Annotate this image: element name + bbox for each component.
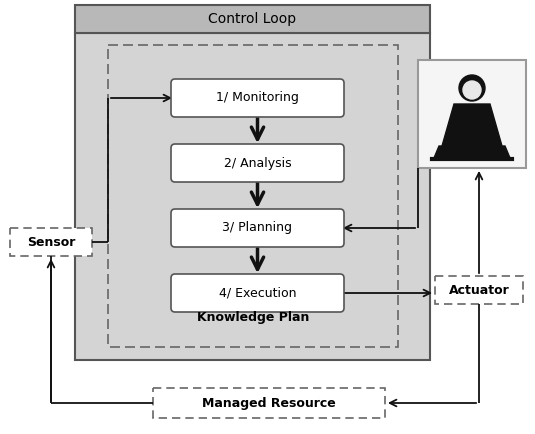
- FancyBboxPatch shape: [435, 276, 523, 304]
- Text: Control Loop: Control Loop: [209, 12, 296, 26]
- FancyBboxPatch shape: [418, 60, 526, 168]
- FancyBboxPatch shape: [108, 45, 398, 347]
- FancyBboxPatch shape: [171, 79, 344, 117]
- Text: 4/ Execution: 4/ Execution: [219, 286, 296, 299]
- Text: Knowledge Plan: Knowledge Plan: [197, 310, 309, 323]
- Text: 2/ Analysis: 2/ Analysis: [224, 157, 292, 170]
- Circle shape: [459, 75, 485, 101]
- Text: Managed Resource: Managed Resource: [202, 397, 336, 410]
- FancyBboxPatch shape: [171, 209, 344, 247]
- Text: Actuator: Actuator: [449, 283, 509, 296]
- Circle shape: [463, 81, 481, 99]
- FancyBboxPatch shape: [75, 5, 430, 33]
- Polygon shape: [442, 104, 502, 146]
- FancyBboxPatch shape: [10, 228, 92, 256]
- Text: 3/ Planning: 3/ Planning: [223, 221, 293, 234]
- Text: Sensor: Sensor: [27, 236, 75, 249]
- FancyBboxPatch shape: [75, 33, 430, 360]
- Polygon shape: [434, 146, 510, 158]
- FancyBboxPatch shape: [171, 274, 344, 312]
- FancyBboxPatch shape: [153, 388, 385, 418]
- Text: 1/ Monitoring: 1/ Monitoring: [216, 92, 299, 105]
- FancyBboxPatch shape: [171, 144, 344, 182]
